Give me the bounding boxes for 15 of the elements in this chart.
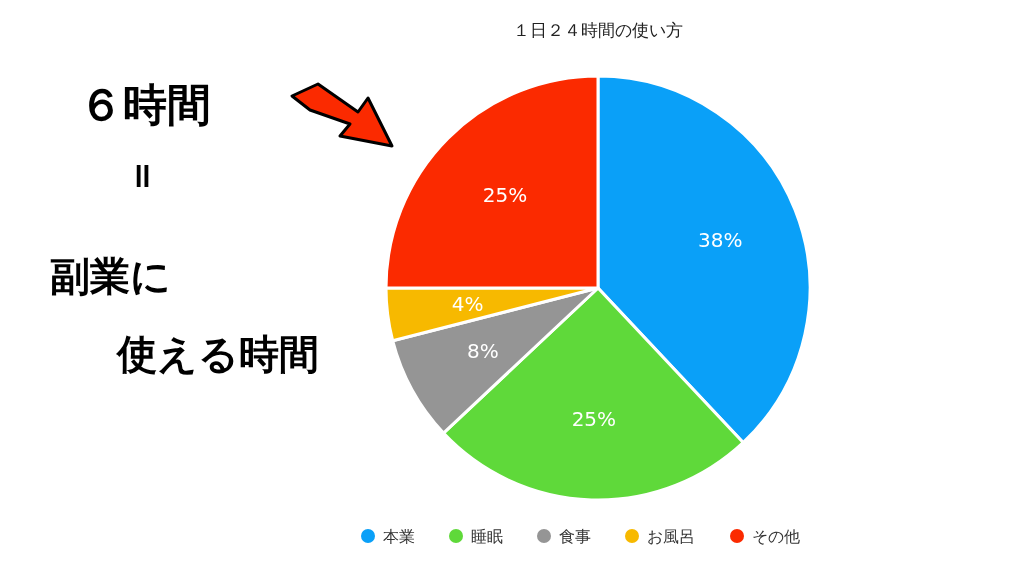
data-label: 25%	[482, 183, 528, 208]
text: ６時間	[79, 79, 211, 130]
data-label: 4%	[451, 292, 484, 317]
legend-label: お風呂	[647, 527, 695, 546]
data-label: 25%	[571, 407, 617, 432]
chart-title: １日２４時間の使い方	[513, 20, 683, 40]
text: 副業に	[49, 253, 171, 299]
text: 使える時間	[115, 331, 319, 377]
data-label: 8%	[466, 339, 499, 364]
text: ＝	[122, 156, 168, 196]
data-label: 38%	[697, 227, 743, 252]
legend-label: 食事	[559, 527, 591, 546]
legend-label: その他	[752, 527, 800, 546]
legend-label: 睡眠	[471, 527, 503, 546]
legend-label: 本業	[383, 527, 415, 546]
